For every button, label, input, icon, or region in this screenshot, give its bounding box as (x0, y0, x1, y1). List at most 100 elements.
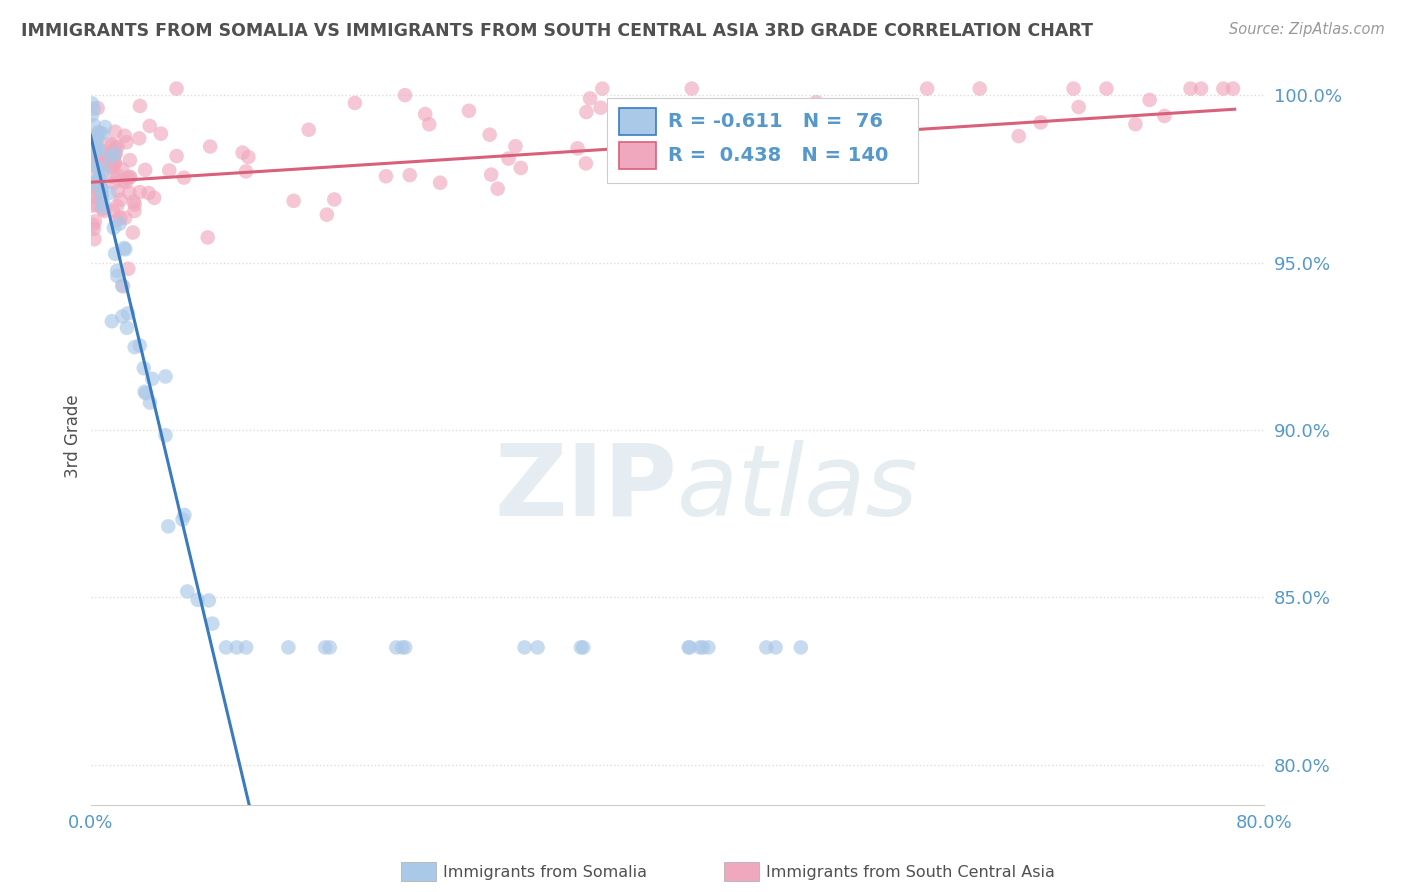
Point (87, 147, 110, 161)
Y-axis label: 3rd Grade: 3rd Grade (65, 395, 82, 478)
Point (697, 640, 720, 655)
Point (89, 181, 111, 195)
Point (124, 340, 146, 354)
Point (238, 150, 260, 164)
Point (83, 167, 105, 181)
Point (124, 204, 146, 219)
Point (315, 208, 337, 222)
Point (176, 584, 198, 599)
Point (128, 185, 150, 199)
Point (104, 246, 127, 260)
Point (98, 150, 121, 164)
Point (413, 107, 436, 121)
Point (394, 88, 416, 103)
Point (277, 640, 299, 655)
Point (575, 105, 598, 120)
Point (323, 193, 346, 207)
Point (94, 120, 117, 134)
Point (110, 193, 132, 207)
Point (830, 113, 852, 128)
Point (84, 189, 107, 203)
Point (112, 241, 135, 255)
Point (498, 152, 520, 166)
Point (90, 161, 112, 175)
Point (135, 386, 157, 401)
Point (398, 168, 420, 182)
Point (107, 139, 129, 153)
Point (104, 146, 127, 161)
Point (1095, 81, 1118, 95)
Point (579, 91, 602, 105)
Point (104, 146, 127, 161)
Point (89, 173, 111, 187)
Point (86, 131, 108, 145)
Point (82, 218, 104, 232)
Point (155, 369, 177, 384)
Point (114, 243, 136, 257)
Point (80, 134, 103, 148)
Point (845, 119, 868, 133)
Point (84, 136, 107, 150)
Point (591, 81, 613, 95)
Text: Immigrants from South Central Asia: Immigrants from South Central Asia (766, 865, 1054, 880)
Point (83, 232, 105, 246)
Point (505, 139, 527, 153)
Point (319, 640, 342, 655)
Text: R = -0.611   N =  76: R = -0.611 N = 76 (668, 112, 883, 131)
Point (91, 200, 114, 214)
Point (91, 149, 114, 163)
Point (134, 162, 156, 177)
Point (755, 640, 778, 655)
Point (100, 160, 122, 174)
Point (93, 204, 115, 219)
Point (84, 197, 107, 211)
Point (418, 117, 440, 131)
Point (117, 261, 139, 276)
Point (103, 176, 125, 190)
Point (103, 149, 125, 163)
Point (575, 156, 598, 170)
Point (620, 127, 643, 141)
Point (752, 130, 775, 145)
Point (232, 145, 254, 160)
Point (89, 126, 111, 140)
Point (87, 142, 110, 156)
Point (87, 125, 110, 139)
Point (198, 139, 221, 153)
Point (120, 169, 142, 184)
Point (458, 103, 481, 118)
Point (215, 640, 238, 655)
Point (100, 147, 122, 161)
Point (567, 141, 589, 155)
Point (765, 640, 787, 655)
Point (702, 128, 724, 143)
Point (98, 186, 121, 201)
Point (139, 119, 162, 133)
Point (111, 278, 134, 293)
Point (83, 102, 105, 116)
Text: ZIP: ZIP (495, 440, 678, 537)
Point (790, 640, 813, 655)
Text: R =  0.438   N = 140: R = 0.438 N = 140 (668, 146, 889, 165)
Point (509, 161, 531, 175)
Point (172, 512, 194, 526)
Point (112, 174, 135, 188)
Point (479, 168, 502, 182)
Point (93, 197, 115, 211)
Point (80, 153, 103, 168)
Point (201, 616, 224, 631)
Point (91, 202, 114, 216)
Point (94, 156, 117, 170)
Point (486, 182, 509, 196)
Point (104, 125, 127, 139)
Point (105, 264, 128, 278)
Point (155, 428, 177, 442)
Point (91, 127, 114, 141)
Point (115, 135, 138, 149)
Point (173, 508, 195, 522)
Point (87, 179, 110, 194)
Point (166, 149, 188, 163)
Point (80, 178, 103, 193)
Point (108, 217, 131, 231)
Point (394, 640, 416, 655)
